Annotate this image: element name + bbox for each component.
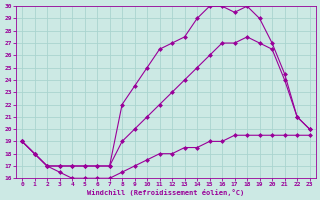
X-axis label: Windchill (Refroidissement éolien,°C): Windchill (Refroidissement éolien,°C)	[87, 189, 244, 196]
